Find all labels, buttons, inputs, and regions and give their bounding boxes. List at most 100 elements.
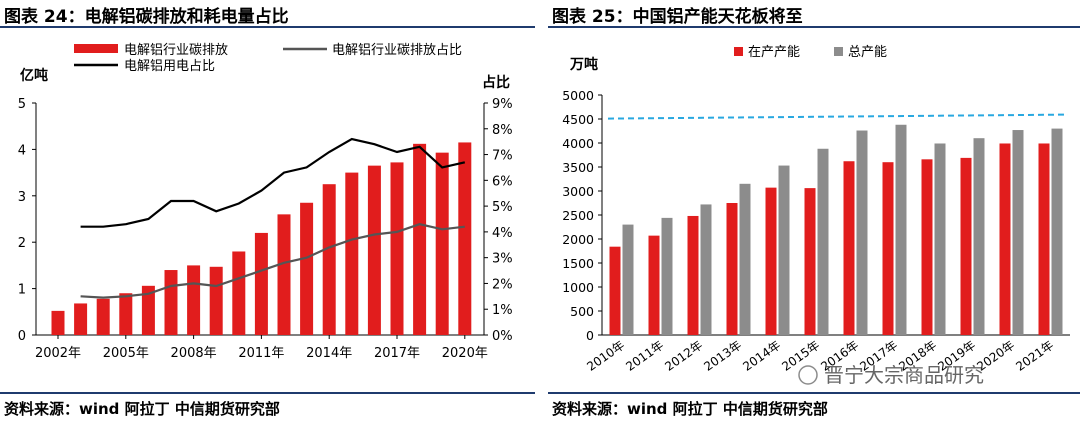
y-unit-label: 万吨 <box>569 56 598 73</box>
bar-carbon-emission <box>413 143 427 335</box>
y-right-tick-label: 1% <box>492 303 513 318</box>
title-rule-left <box>0 26 535 28</box>
bar-total-capacity <box>700 204 712 335</box>
x-tick-label: 2011年 <box>238 346 284 361</box>
x-tick-label: 2014年 <box>740 338 783 374</box>
y-right-tick-label: 3% <box>492 252 513 267</box>
bar-total-capacity <box>739 183 751 335</box>
x-tick-label: 2020年 <box>442 346 488 361</box>
bar-in-production <box>687 215 699 335</box>
x-tick-label: 2002年 <box>35 346 81 361</box>
chart-left-svg: 0 1 2 3 4 5 0% 1% 2% 3% 4% 5% 6% 7% 8% 9% 亿吨 占比 2002年 2005年… <box>18 43 513 361</box>
y-right-tick-label: 4% <box>492 226 513 241</box>
y-right-tick-label: 0% <box>492 329 513 344</box>
y-tick-label: 500 <box>570 304 594 319</box>
legend-label-in-production: 在产产能 <box>748 45 800 60</box>
y-left-unit-label: 亿吨 <box>20 67 48 84</box>
x-tick-label: 2013年 <box>701 338 744 374</box>
chart-right-svg: 0 500 1000 1500 2000 2500 3000 3500 4000 4500 5000… <box>562 45 1070 387</box>
y-left-tick-label: 0 <box>18 329 26 344</box>
bar-in-production <box>882 162 894 335</box>
y-right-tick-label: 5% <box>492 200 513 215</box>
legend-label-emission-share: 电解铝行业碳排放占比 <box>332 43 462 58</box>
y-left-tick-label: 2 <box>18 236 26 251</box>
title-rule-right <box>548 26 1080 28</box>
y-right-unit-label: 占比 <box>482 74 510 91</box>
bar-total-capacity <box>856 130 868 335</box>
y-tick-label: 2500 <box>562 208 594 223</box>
x-tick-label: 2014年 <box>306 346 352 361</box>
bar-in-production <box>765 187 777 335</box>
x-tick-label: 2017年 <box>374 346 420 361</box>
bar-carbon-emission <box>51 310 65 335</box>
y-tick-label: 0 <box>586 328 594 343</box>
bar-carbon-emission <box>390 162 404 335</box>
bar-carbon-emission <box>164 270 178 335</box>
y-tick-label: 5000 <box>562 88 594 103</box>
x-tick-label: 2008年 <box>171 346 217 361</box>
bar-in-production <box>1038 143 1050 335</box>
bar-total-capacity <box>895 124 907 335</box>
bar-in-production <box>921 159 933 335</box>
bar-carbon-emission <box>300 202 314 335</box>
legend-swatch-in-production <box>734 47 743 56</box>
y-tick-label: 1000 <box>562 280 594 295</box>
y-left-tick-label: 1 <box>18 283 26 298</box>
legend-label-carbon-emission: 电解铝行业碳排放 <box>124 43 228 58</box>
x-tick-label: 2010年 <box>584 338 627 374</box>
watermark-text: 晋宁大宗商品研究 <box>824 363 984 387</box>
bar-in-production <box>726 203 738 335</box>
x-tick-label: 2012年 <box>662 338 705 374</box>
bar-carbon-emission <box>209 266 223 335</box>
legend-label-power-share: 电解铝用电占比 <box>124 59 215 74</box>
y-right-tick-label: 6% <box>492 174 513 189</box>
line-power-share <box>80 137 466 228</box>
bar-carbon-emission <box>141 285 155 335</box>
legend-label-total-capacity: 总产能 <box>848 45 887 60</box>
bar-carbon-emission <box>74 303 88 335</box>
bar-total-capacity <box>973 138 985 335</box>
y-left-tick-label: 5 <box>18 97 26 112</box>
chart-panel-right: 图表 25：中国铝产能天花板将至 0 500 1000 1500 2000 2500 300… <box>548 0 1080 424</box>
bar-carbon-emission <box>254 232 268 335</box>
bar-carbon-emission <box>345 172 359 335</box>
y-right-tick-label: 8% <box>492 123 513 138</box>
chart-panel-left: 图表 24：电解铝碳排放和耗电量占比 0 1 2 3 4 5 0% 1% 2% 3% 4% 5% 6% 7… <box>0 0 535 424</box>
y-tick-label: 3500 <box>562 160 594 175</box>
y-left-tick-label: 3 <box>18 190 26 205</box>
bar-total-capacity <box>934 143 946 335</box>
bar-in-production <box>609 246 621 335</box>
y-tick-label: 3000 <box>562 184 594 199</box>
bar-total-capacity <box>817 148 829 335</box>
bar-in-production <box>648 235 660 335</box>
bar-carbon-emission <box>96 298 110 335</box>
bar-carbon-emission <box>322 184 336 335</box>
bar-carbon-emission <box>187 265 201 335</box>
source-rule-right <box>548 392 1080 394</box>
bar-in-production <box>960 157 972 335</box>
y-tick-label: 4000 <box>562 136 594 151</box>
x-tick-label: 2011年 <box>623 338 666 374</box>
y-tick-label: 2000 <box>562 232 594 247</box>
legend-swatch-carbon-emission <box>74 44 118 53</box>
bar-carbon-emission <box>277 214 291 335</box>
y-tick-label: 1500 <box>562 256 594 271</box>
chart-title-left: 图表 24：电解铝碳排放和耗电量占比 <box>4 7 289 27</box>
bar-carbon-emission <box>119 293 133 335</box>
legend-swatch-total-capacity <box>834 47 843 56</box>
source-rule-left <box>0 392 535 394</box>
source-text-right: 资料来源：wind 阿拉丁 中信期货研究部 <box>552 400 828 418</box>
bar-carbon-emission <box>232 251 246 335</box>
bar-total-capacity <box>622 224 634 335</box>
x-tick-label: 2021年 <box>1013 338 1056 374</box>
x-tick-label: 2005年 <box>103 346 149 361</box>
wechat-icon <box>798 365 818 385</box>
y-right-tick-label: 9% <box>492 97 513 112</box>
source-text-left: 资料来源：wind 阿拉丁 中信期货研究部 <box>4 400 280 418</box>
watermark: 晋宁大宗商品研究 <box>798 363 984 387</box>
bar-in-production <box>999 143 1011 335</box>
bar-in-production <box>804 188 816 335</box>
chart-title-right: 图表 25：中国铝产能天花板将至 <box>552 7 803 27</box>
bar-total-capacity <box>778 165 790 335</box>
bar-carbon-emission <box>458 142 472 335</box>
